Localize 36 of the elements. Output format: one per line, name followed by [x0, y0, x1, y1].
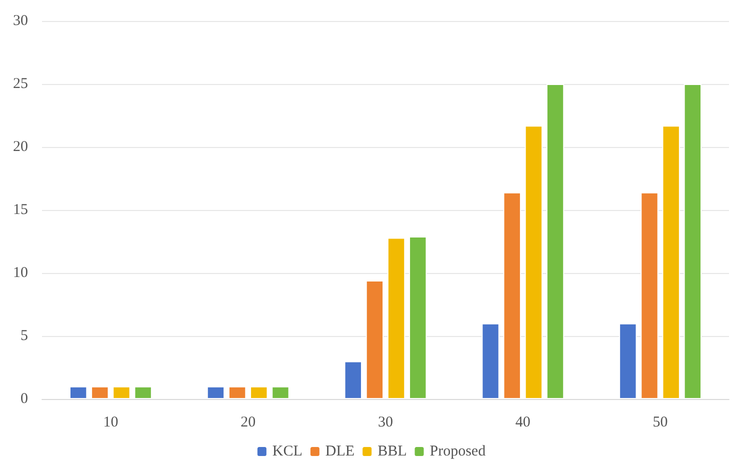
x-tick-label: 10 [103, 414, 118, 430]
x-tick-label: 40 [515, 414, 530, 430]
bar [134, 386, 152, 399]
legend-label: KCL [272, 444, 302, 460]
y-tick-label: 0 [20, 391, 28, 407]
bar [112, 386, 130, 399]
bar [272, 386, 290, 399]
bar [662, 126, 680, 399]
bar [619, 323, 637, 399]
y-tick-label: 15 [13, 202, 28, 218]
legend-label: DLE [325, 444, 355, 460]
bar [344, 361, 362, 399]
y-tick-label: 5 [20, 328, 28, 344]
y-tick-label: 10 [13, 265, 28, 281]
bar [228, 386, 246, 399]
bar [91, 386, 109, 399]
bar [387, 238, 406, 399]
bar [482, 323, 500, 399]
bar [524, 126, 543, 399]
bar [206, 386, 225, 399]
bar [503, 192, 521, 399]
bar [69, 386, 88, 399]
y-tick-label: 20 [13, 139, 28, 155]
bar [640, 192, 658, 399]
x-tick-label: 30 [378, 414, 393, 430]
y-tick-label: 25 [13, 76, 28, 92]
x-tick-label: 50 [652, 414, 668, 430]
bar [366, 280, 384, 399]
legend-label: BBL [378, 444, 407, 460]
bar [250, 386, 268, 399]
bar [684, 84, 702, 399]
y-tick-label: 30 [13, 13, 28, 29]
legend-label: Proposed [430, 444, 486, 460]
x-tick-label: 20 [240, 414, 256, 430]
bar [546, 84, 564, 399]
bar [409, 236, 427, 399]
